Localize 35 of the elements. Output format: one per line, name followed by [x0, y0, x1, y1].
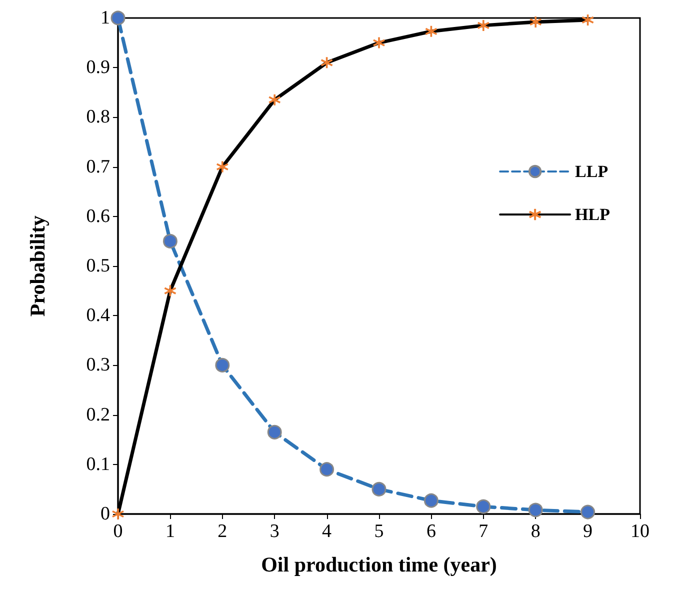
legend-label: HLP: [575, 205, 610, 224]
x-tick-label: 1: [165, 521, 175, 542]
y-tick-label: 0.9: [86, 57, 110, 78]
point: [476, 499, 491, 514]
point: [267, 424, 282, 440]
x-tick-label: 5: [374, 521, 384, 542]
x-axis-title: Oil production time (year): [261, 552, 497, 576]
y-tick-label: 0.4: [86, 305, 110, 326]
point: [424, 493, 438, 508]
y-tick-label: 0.7: [86, 156, 110, 178]
y-tick-label: 0.3: [86, 354, 110, 376]
x-tick-label: 3: [270, 521, 280, 542]
x-tick-label: 4: [322, 521, 332, 542]
point: [320, 462, 334, 477]
point: [110, 10, 126, 26]
point: [162, 234, 178, 248]
point: [528, 502, 543, 518]
y-axis-title: Probability: [26, 214, 50, 317]
y-tick-label: 0.6: [86, 206, 110, 227]
x-tick-label: 2: [218, 521, 228, 542]
y-tick-label: 1: [100, 8, 110, 28]
x-tick-label: 8: [530, 521, 540, 542]
y-tick-label: 0.5: [86, 256, 110, 276]
y-tick-label: 0.1: [86, 454, 110, 475]
x-tick-label: 9: [583, 521, 593, 542]
point: [372, 482, 386, 496]
point: [580, 504, 596, 520]
x-tick-label: 10: [630, 521, 650, 542]
point: [215, 358, 230, 372]
legend-label: LLP: [575, 162, 608, 181]
y-tick-label: 0.8: [86, 106, 110, 128]
x-tick-label: 7: [478, 521, 488, 542]
y-tick-label: 0.2: [86, 404, 110, 426]
y-tick-label: 0: [100, 504, 110, 524]
x-tick-label: 6: [426, 521, 436, 542]
